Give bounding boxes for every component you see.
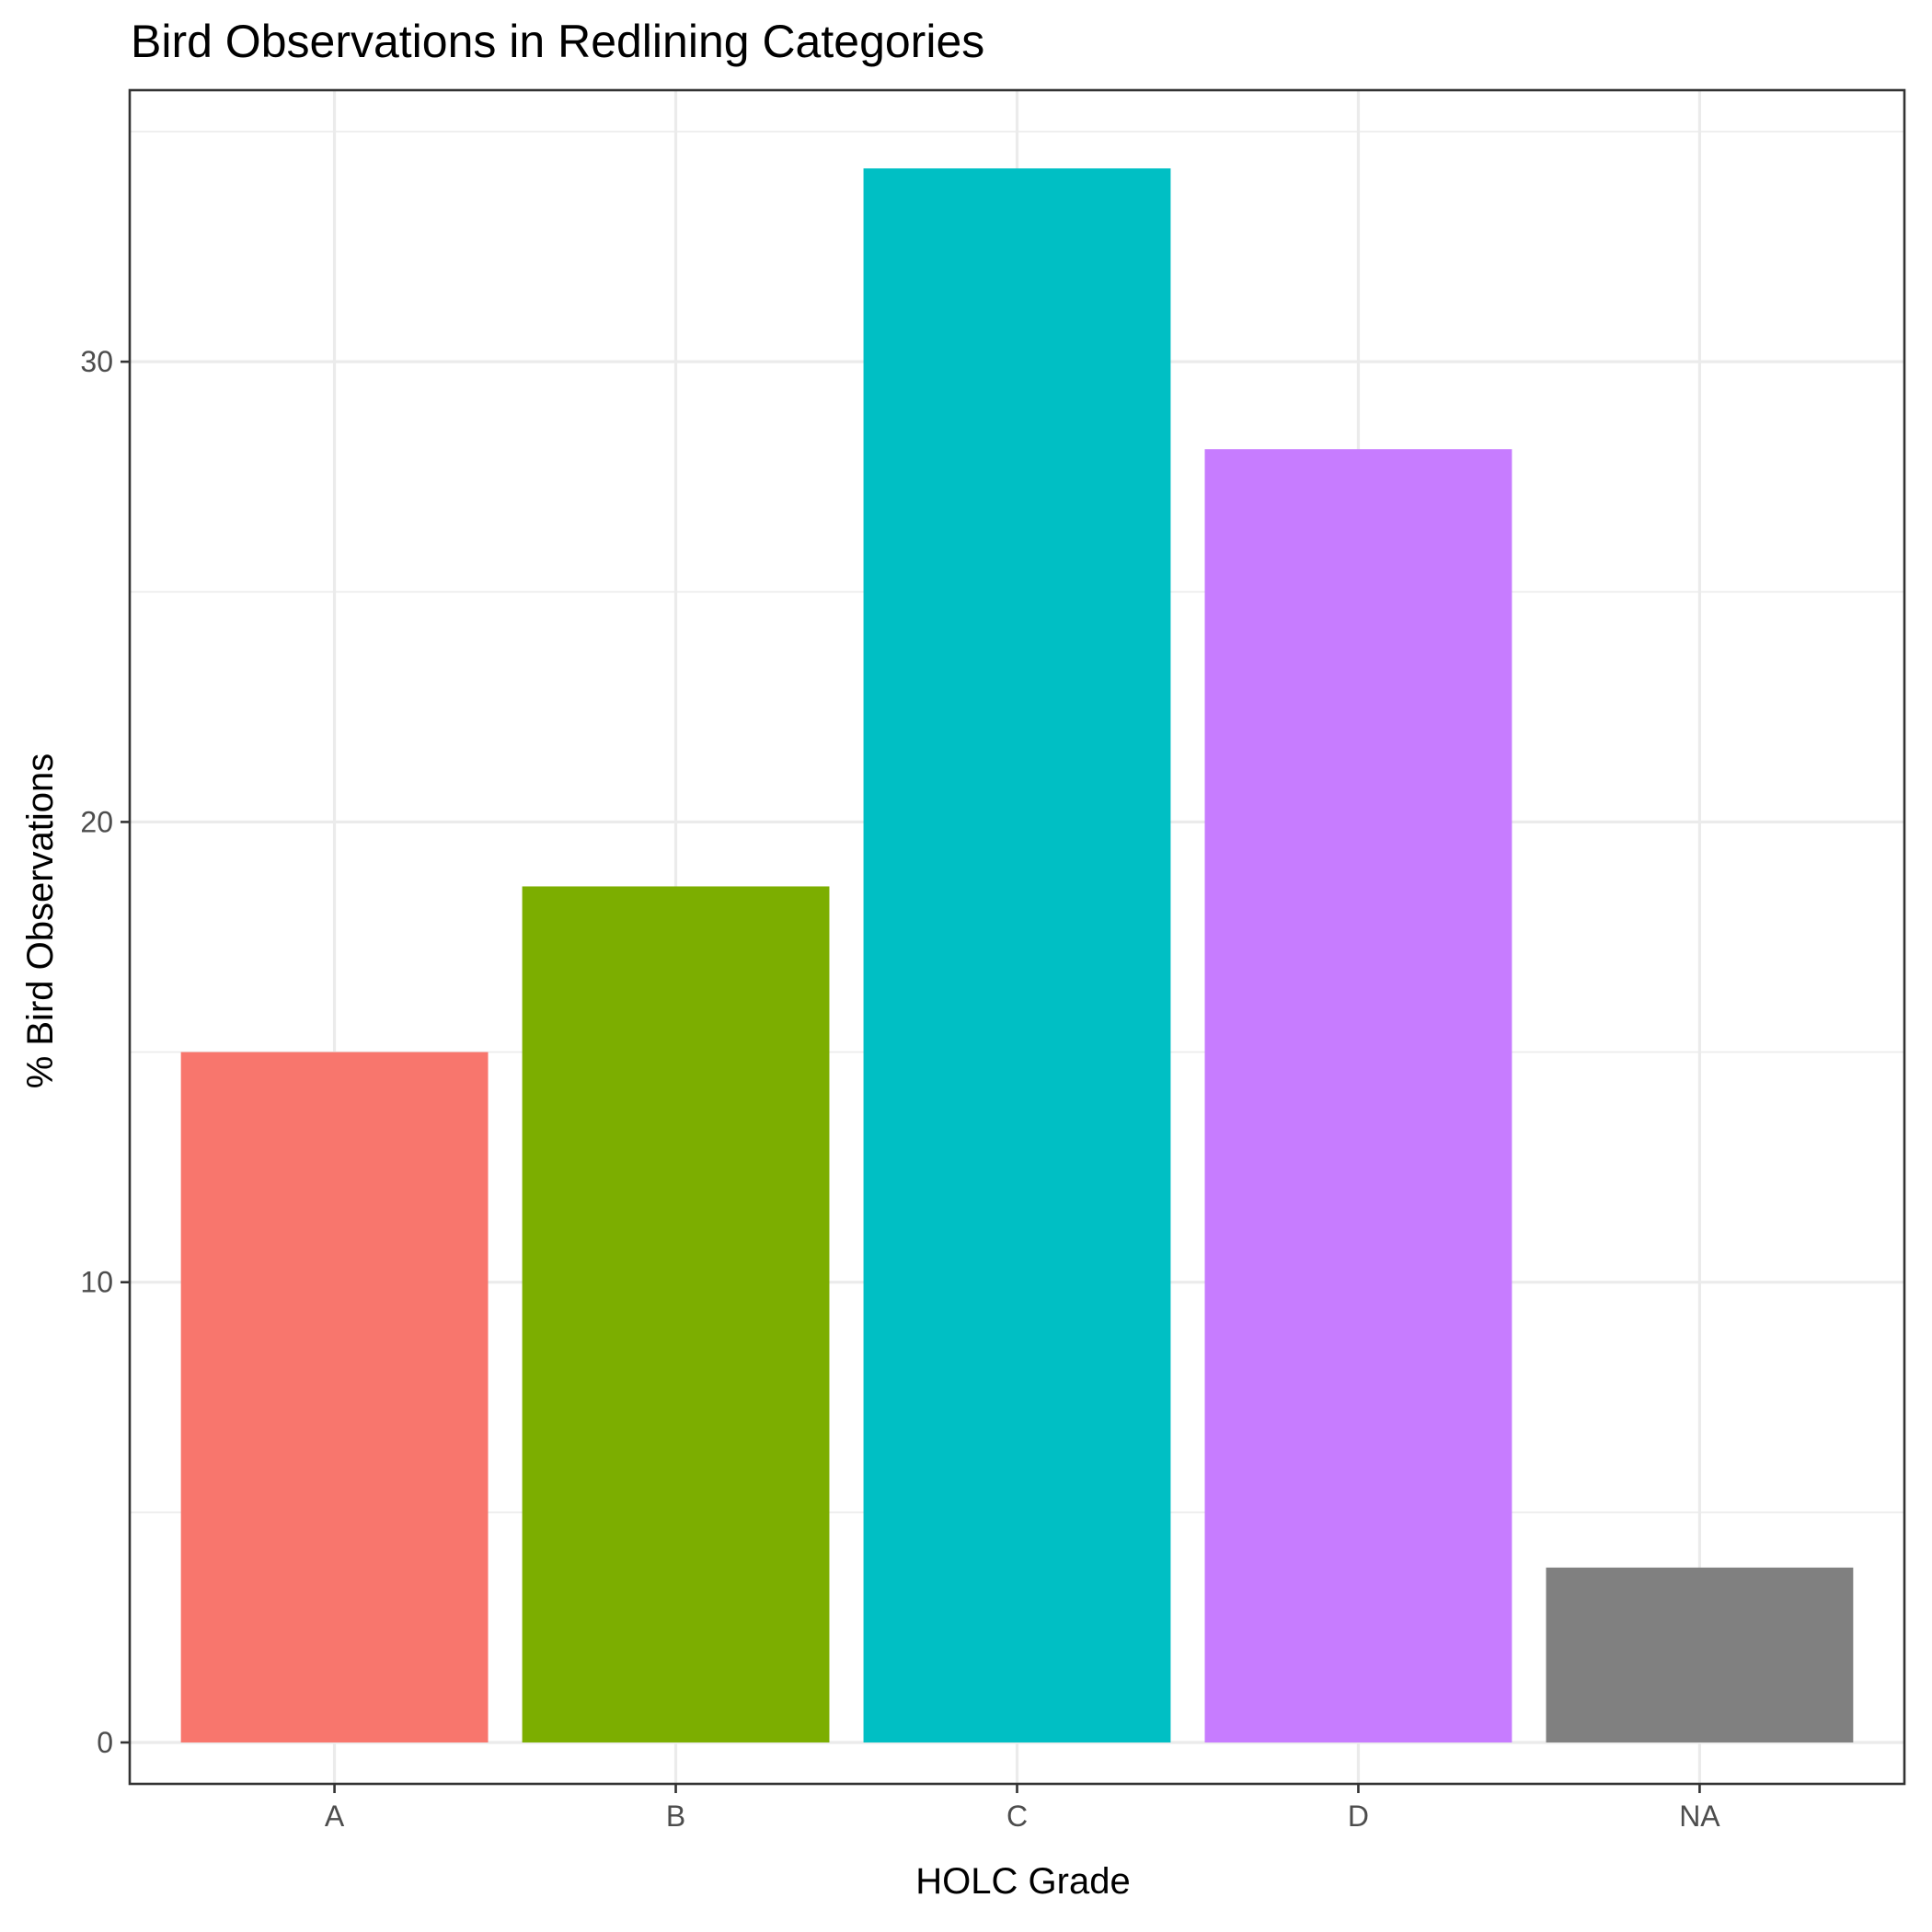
x-tick-label: A — [325, 1800, 345, 1833]
x-tick-label: B — [666, 1800, 685, 1833]
y-axis: 0 10 20 30 — [80, 345, 130, 1759]
bar-d — [1204, 449, 1512, 1742]
bars — [180, 168, 1854, 1742]
bar-a — [180, 1052, 489, 1742]
bar-na — [1546, 1567, 1854, 1742]
y-tick-label: 20 — [80, 805, 113, 838]
y-tick-label: 10 — [80, 1266, 113, 1299]
y-tick-label: 30 — [80, 345, 113, 378]
x-axis: A B C D NA — [325, 1784, 1720, 1833]
x-axis-title: HOLC Grade — [915, 1861, 1130, 1902]
x-tick-label: D — [1348, 1800, 1369, 1833]
y-tick-label: 0 — [97, 1726, 113, 1759]
x-tick-label: NA — [1679, 1800, 1720, 1833]
chart-title: Bird Observations in Redlining Categorie… — [131, 16, 984, 67]
y-axis-title: % Bird Observations — [20, 753, 61, 1089]
x-tick-label: C — [1006, 1800, 1028, 1833]
bar-b — [522, 886, 830, 1742]
bar-c — [863, 168, 1171, 1742]
